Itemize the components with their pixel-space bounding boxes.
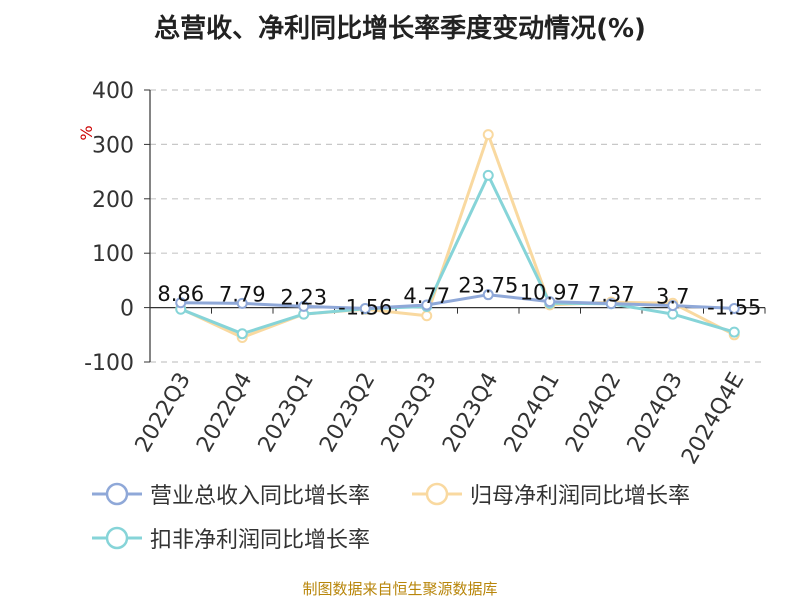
data-label: 2.23 bbox=[280, 285, 327, 309]
legend-item-deducted-profit[interactable]: 扣非净利润同比增长率 bbox=[90, 522, 370, 554]
legend-label-net-profit: 归母净利润同比增长率 bbox=[470, 484, 691, 509]
data-label: 10.97 bbox=[520, 281, 580, 305]
source-note: 制图数据来自恒生聚源数据库 bbox=[302, 580, 498, 598]
series-line bbox=[180, 133, 735, 339]
data-label: 7.37 bbox=[588, 283, 635, 307]
data-label: 3.7 bbox=[656, 285, 689, 309]
x-tick-label: 2023Q1 bbox=[254, 369, 319, 457]
data-point bbox=[298, 300, 310, 312]
y-tick-label: -100 bbox=[84, 351, 134, 376]
y-tick-label: 100 bbox=[92, 242, 134, 267]
y-tick-label: 300 bbox=[92, 133, 134, 158]
x-tick-label: 2022Q3 bbox=[131, 369, 196, 457]
data-point bbox=[482, 289, 494, 301]
data-point bbox=[421, 310, 433, 322]
y-tick-label: 200 bbox=[92, 188, 134, 213]
x-tick-label: 2024Q4E bbox=[677, 369, 749, 469]
data-point bbox=[605, 298, 617, 310]
data-point bbox=[728, 326, 740, 338]
legend-marker-deducted-profit bbox=[92, 526, 142, 550]
axes bbox=[144, 89, 766, 363]
series-line bbox=[180, 173, 735, 336]
y-tick-label: 400 bbox=[92, 79, 134, 104]
legend-item-revenue[interactable]: 营业总收入同比增长率 bbox=[90, 478, 370, 510]
x-tick-label: 2024Q2 bbox=[561, 369, 626, 457]
data-label: -1.55 bbox=[707, 295, 761, 319]
x-tick-label: 2023Q3 bbox=[377, 369, 442, 457]
x-tick-label: 2023Q4 bbox=[438, 369, 503, 457]
data-point bbox=[728, 302, 740, 314]
data-point bbox=[482, 169, 494, 181]
data-label: 23.75 bbox=[458, 274, 518, 298]
grid-lines bbox=[150, 89, 765, 363]
legend-label-revenue: 营业总收入同比增长率 bbox=[150, 484, 371, 509]
y-axis-label: % bbox=[77, 125, 96, 140]
data-point bbox=[482, 129, 494, 141]
data-point bbox=[421, 299, 433, 311]
series-lines bbox=[180, 133, 735, 339]
data-label: 8.86 bbox=[157, 282, 204, 306]
data-point bbox=[544, 296, 556, 308]
series-line bbox=[180, 293, 735, 310]
data-point bbox=[667, 300, 679, 312]
data-point bbox=[236, 328, 248, 340]
y-tick-labels: -100 0 100 200 300 400 bbox=[84, 79, 134, 376]
legend-marker-net-profit bbox=[412, 482, 462, 506]
chart-title: 总营收、净利同比增长率季度变动情况(%) bbox=[154, 14, 646, 44]
x-tick-label: 2023Q2 bbox=[315, 369, 380, 457]
x-tick-label: 2024Q1 bbox=[500, 369, 565, 457]
x-tick-label: 2022Q4 bbox=[192, 369, 257, 457]
data-label: 7.79 bbox=[219, 282, 266, 306]
y-tick-label: 0 bbox=[120, 297, 134, 322]
data-point bbox=[175, 297, 187, 309]
series-points bbox=[175, 129, 740, 344]
legend-item-net-profit[interactable]: 归母净利润同比增长率 bbox=[410, 478, 690, 510]
data-point bbox=[359, 302, 371, 314]
data-label: 4.77 bbox=[403, 284, 450, 308]
x-tick-label: 2024Q3 bbox=[623, 369, 688, 457]
data-label: -1.56 bbox=[338, 295, 392, 319]
x-tick-labels: 2022Q32022Q42023Q12023Q22023Q32023Q42024… bbox=[131, 369, 750, 469]
legend-marker-revenue bbox=[92, 482, 142, 506]
data-labels: 8.86 7.79 2.23 -1.56 4.77 23.75 10.97 7.37 3.7 -1… bbox=[157, 274, 761, 320]
legend-label-deducted-profit: 扣非净利润同比增长率 bbox=[150, 528, 371, 553]
data-point bbox=[236, 297, 248, 309]
